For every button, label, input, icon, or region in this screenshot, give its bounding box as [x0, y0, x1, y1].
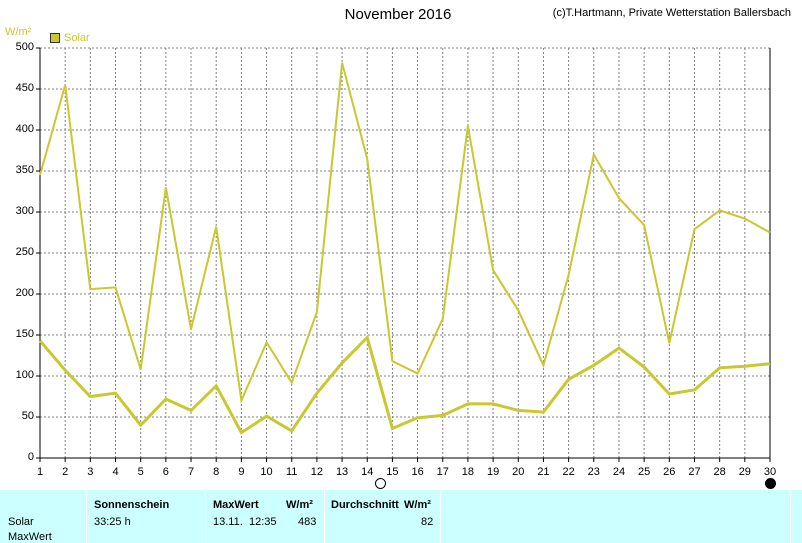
x-tick-label: 6: [162, 466, 169, 478]
x-tick-label: 19: [486, 466, 500, 478]
chart-svg: [36, 47, 771, 462]
y-tick-label: 350: [15, 164, 34, 176]
value-max-date: 13.11.: [213, 516, 243, 528]
y-tick-label: 150: [15, 328, 34, 340]
x-tick-label: 16: [411, 466, 424, 478]
header-unit: W/m²: [286, 499, 313, 511]
header-sonnenschein: Sonnenschein: [94, 499, 170, 511]
x-tick-label: 15: [386, 466, 399, 478]
x-tick-label: 7: [187, 466, 195, 478]
y-tick-label: 0: [27, 451, 34, 463]
summary-table: Solar MaxWert Sonnenschein 33:25 h MaxWe…: [0, 490, 802, 543]
x-tick-label: 25: [638, 466, 651, 478]
x-tick-label: 13: [335, 466, 349, 478]
table-col-sonnenschein: Sonnenschein 33:25 h: [87, 490, 206, 543]
x-tick-label: 21: [537, 466, 550, 478]
table-col-durchschnitt: Durchschnitt W/m² 82: [325, 490, 441, 543]
header-durchschnitt: Durchschnitt: [331, 499, 399, 511]
x-tick-label: 17: [436, 466, 449, 478]
x-tick-label: 24: [612, 466, 626, 478]
row-label-maxwert: MaxWert: [8, 531, 52, 543]
row-label-solar: Solar: [8, 516, 34, 528]
x-tick-label: 4: [112, 466, 119, 478]
x-tick-label: 1: [36, 466, 44, 478]
x-tick-label: 8: [213, 466, 220, 478]
table-empty-area: [441, 490, 791, 543]
y-tick-label: 250: [15, 246, 34, 258]
y-axis-unit: W/m²: [5, 26, 32, 38]
x-tick-label: 5: [137, 466, 144, 478]
table-col-labels: Solar MaxWert: [0, 490, 87, 543]
legend-swatch: [50, 33, 60, 43]
y-tick-label: 450: [15, 82, 34, 94]
y-tick-label: 500: [15, 41, 34, 53]
x-tick-label: 26: [663, 466, 676, 478]
chart-title: November 2016: [344, 6, 452, 23]
value-max-time: 12:35: [249, 516, 277, 528]
value-average: 82: [421, 516, 434, 528]
legend: Solar: [50, 32, 90, 44]
x-tick-label: 9: [238, 466, 245, 478]
header-maxwert: MaxWert: [213, 499, 259, 511]
new-moon-icon: [765, 478, 776, 489]
y-tick-label: 200: [15, 287, 34, 299]
x-tick-label: 12: [310, 466, 324, 478]
full-moon-icon: [374, 478, 386, 489]
table-col-maxwert: MaxWert W/m² 13.11. 12:35 483: [206, 490, 325, 543]
value-sonnenschein: 33:25 h: [94, 516, 131, 528]
x-tick-label: 14: [361, 466, 374, 478]
series-line-max: [39, 62, 771, 405]
y-tick-label: 50: [21, 410, 34, 422]
x-tick-label: 29: [738, 466, 751, 478]
x-tick-label: 20: [512, 466, 525, 478]
x-tick-label: 3: [87, 466, 94, 478]
x-tick-label: 18: [461, 466, 475, 478]
credit-text: (c)T.Hartmann, Private Wetterstation Bal…: [552, 7, 791, 19]
x-tick-label: 10: [260, 466, 273, 478]
x-tick-label: 23: [587, 466, 600, 478]
x-tick-label: 30: [763, 466, 777, 478]
y-tick-label: 300: [15, 205, 34, 217]
legend-label: Solar: [64, 32, 90, 44]
x-tick-label: 27: [688, 466, 701, 478]
x-tick-label: 2: [62, 466, 69, 478]
x-tick-label: 22: [562, 466, 575, 478]
series-line-mean: [38, 334, 771, 435]
header-durchschnitt-unit: W/m²: [404, 499, 431, 511]
y-tick-label: 400: [15, 123, 34, 135]
y-tick-label: 100: [15, 369, 34, 381]
x-tick-label: 28: [713, 466, 726, 478]
x-tick-label: 11: [286, 466, 298, 478]
value-max: 483: [298, 516, 317, 528]
